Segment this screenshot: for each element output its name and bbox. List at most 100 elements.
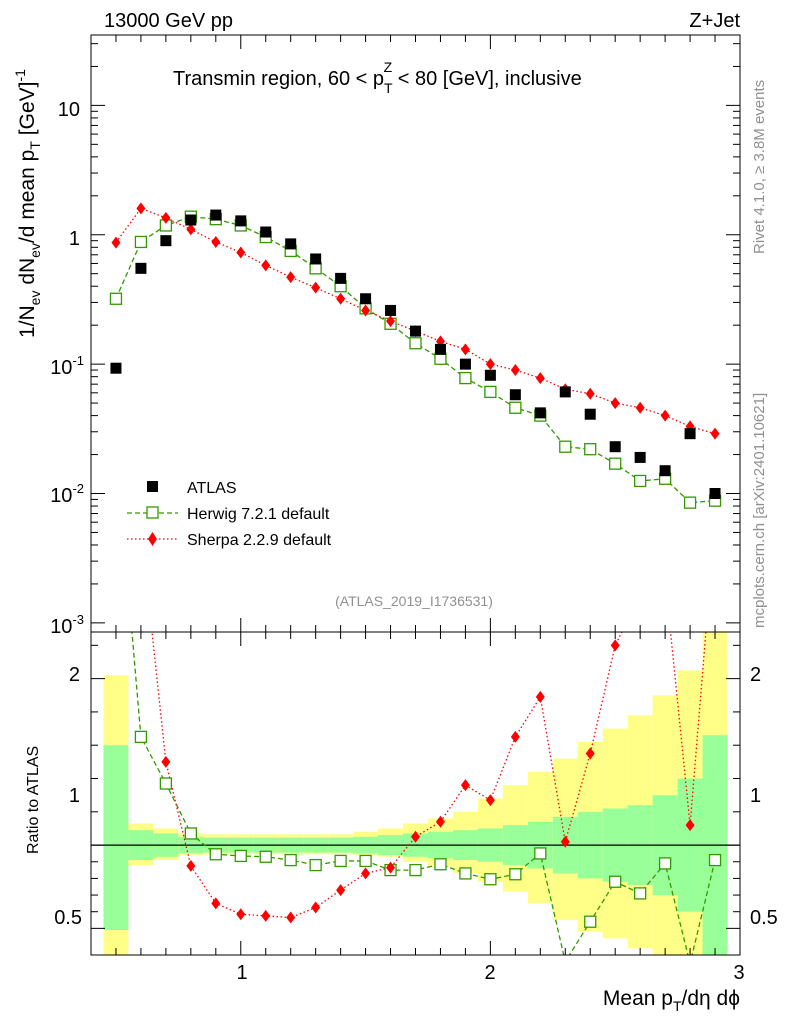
herwig-main-point: [584, 443, 597, 456]
sherpa-ratio-point: [411, 830, 420, 843]
energy-label: 13000 GeV pp: [104, 10, 233, 32]
herwig-main-point: [134, 235, 148, 249]
ratio-band-inner-0: [103, 745, 129, 931]
sherpa-ratio-point: [211, 897, 221, 910]
herwig-ratio-point: [409, 863, 422, 877]
herwig-ratio-point: [560, 956, 571, 967]
herwig-ratio-point: [584, 915, 597, 928]
sherpa-main-point: [386, 315, 396, 328]
atlas-data-point: [609, 441, 621, 453]
atlas-data-point: [285, 238, 297, 250]
sherpa-ratio-point: [186, 859, 196, 872]
main-plot-marks: [109, 202, 722, 509]
herwig-main-point: [109, 292, 123, 305]
ratio-tick-left-0.5: 0.5: [54, 907, 82, 929]
x-axis-label: Mean pT/dη dϕ: [603, 987, 740, 1014]
ratio-bands: [91, 632, 740, 955]
ratio-tick-right-2: 2: [750, 664, 761, 686]
atlas-data-point: [484, 369, 496, 381]
atlas-data-point: [185, 214, 197, 226]
atlas-data-point: [160, 235, 172, 247]
atlas-data-point: [659, 465, 671, 477]
herwig-ratio-point: [259, 850, 272, 863]
y-tick-label-10: 10: [58, 99, 80, 121]
sherpa-main-point: [610, 397, 620, 410]
legend-sherpa-label: Sherpa 2.2.9 default: [187, 532, 332, 549]
sherpa-main-point: [261, 259, 271, 272]
sherpa-main-point: [111, 236, 121, 249]
legend-herwig-marker: [146, 506, 159, 519]
atlas-data-point: [559, 386, 571, 398]
atlas-data-point: [310, 253, 322, 265]
side-version-label: Rivet 4.1.0, ≥ 3.8M events: [751, 80, 768, 254]
herwig-ratio-point: [708, 853, 722, 867]
herwig-main-point: [459, 371, 472, 385]
sherpa-main-point: [660, 409, 670, 422]
herwig-ratio-point: [309, 858, 322, 872]
sherpa-ratio-point: [510, 730, 520, 743]
sherpa-main-point: [710, 427, 720, 440]
ratio-band-group: [91, 632, 740, 955]
herwig-main-point: [609, 457, 622, 470]
y-axis-label-main: 1/Nev dNev/d mean pT [GeV]-1: [12, 69, 43, 338]
atlas-data-point: [434, 343, 446, 355]
sherpa-ratio-point: [361, 867, 371, 880]
sherpa-main-point: [286, 271, 296, 284]
herwig-ratio-point: [159, 777, 173, 790]
x-tick-label-1: 1: [236, 962, 247, 984]
herwig-ratio-point: [359, 854, 372, 868]
herwig-main-point: [409, 337, 422, 350]
herwig-main-point: [434, 352, 447, 365]
atlas-data-point: [385, 304, 397, 316]
sherpa-main-point: [311, 281, 321, 294]
x-tick-labels: 1 2 3: [236, 962, 744, 984]
herwig-ratio-point: [484, 873, 497, 886]
ratio-tick-left-2: 2: [69, 664, 80, 686]
ratio-tick-right-1: 1: [750, 785, 761, 807]
sherpa-ratio-point: [485, 794, 495, 807]
herwig-ratio-point: [184, 827, 197, 840]
sherpa-ratio-point: [610, 639, 620, 652]
process-label: Z+Jet: [689, 10, 740, 32]
sherpa-main-point: [211, 235, 221, 248]
herwig-ratio-point: [284, 853, 297, 867]
atlas-data-point: [509, 389, 521, 401]
herwig-ratio-point: [534, 847, 547, 860]
herwig-ratio-point: [685, 958, 696, 969]
ratio-marks-group: [131, 632, 722, 969]
sherpa-ratio-point: [161, 755, 171, 768]
herwig-ratio-point: [434, 858, 447, 871]
atlas-data-point: [210, 209, 222, 221]
atlas-data-point: [260, 226, 272, 238]
sherpa-ratio-point: [286, 911, 296, 924]
sherpa-main-point: [186, 223, 196, 236]
atlas-data-point: [410, 325, 421, 337]
herwig-ratio-point: [658, 857, 672, 870]
ratio-tick-left-1: 1: [69, 785, 80, 807]
sherpa-ratio-point: [236, 908, 246, 921]
sherpa-main-point: [485, 358, 495, 371]
sherpa-main-point: [460, 343, 470, 356]
atlas-data-point: [534, 407, 546, 419]
legend-sherpa-marker: [148, 532, 157, 546]
sherpa-ratio-point: [311, 901, 321, 914]
ratio-plot-marks: [131, 632, 722, 969]
x-tick-label-3: 3: [733, 962, 744, 984]
atlas-data-point: [459, 358, 471, 370]
herwig-main-point: [484, 385, 497, 399]
atlas-data-point: [335, 272, 347, 284]
legend-herwig-label: Herwig 7.2.1 default: [187, 506, 330, 523]
y-tick-labels-main: 10-3 10-2 10-1 1 10: [50, 99, 84, 638]
legend-atlas-label: ATLAS: [187, 480, 237, 497]
y-axis-label-ratio: Ratio to ATLAS: [25, 746, 42, 854]
sherpa-main-point: [635, 401, 645, 414]
side-source-label: mcplots.cern.ch [arXiv:2401.10621]: [751, 393, 768, 628]
atlas-data-point: [634, 451, 646, 463]
atlas-data-point: [235, 215, 247, 227]
atlas-data-point: [360, 293, 372, 305]
sherpa-ratio-point: [386, 861, 396, 874]
sherpa-ratio-point: [261, 909, 271, 922]
sherpa-main-point: [510, 364, 520, 377]
atlas-data-point: [135, 262, 147, 274]
